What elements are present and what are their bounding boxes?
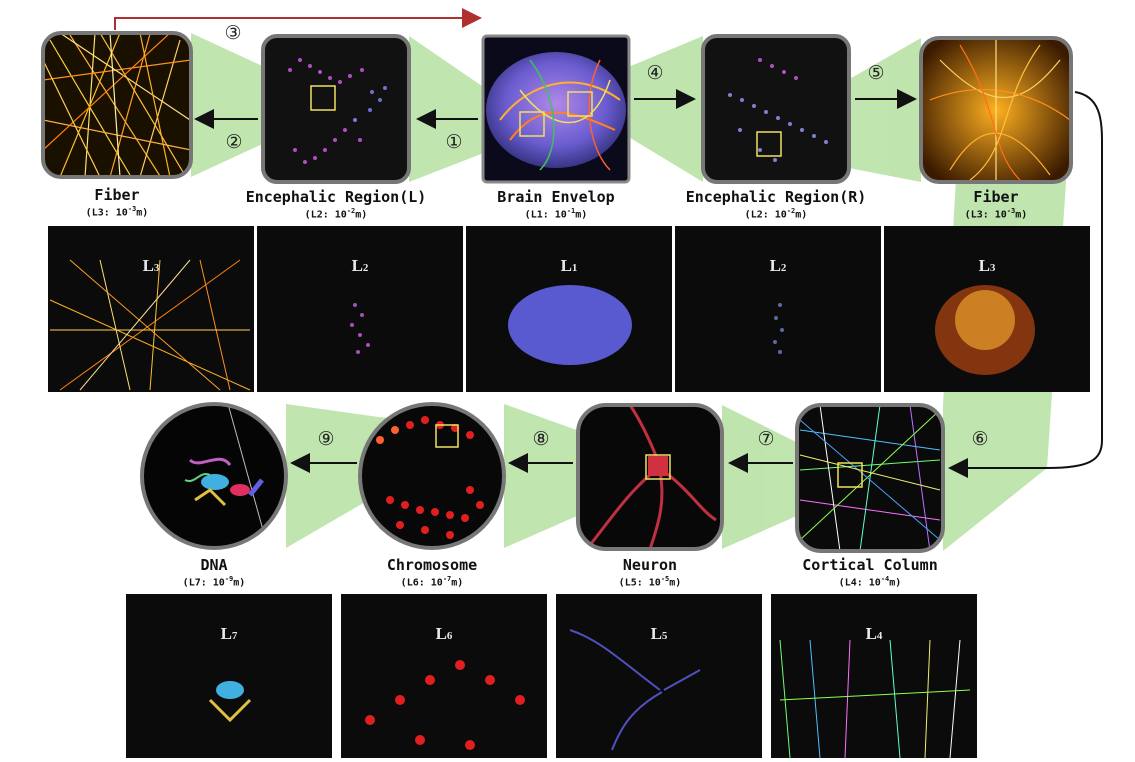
label-scale: (L6: 10-7m) [400,575,464,589]
fiber-right-thumbnail[interactable] [919,36,1073,184]
level-tag: L7 [220,624,238,643]
screenshot-panel-chromosome: L6 [341,594,547,758]
level-tag: L4 [865,624,883,643]
label-name: DNA [200,556,228,574]
screenshot-panel-dna: L7 [126,594,332,758]
label-name: Chromosome [386,556,478,574]
arrow-6-curve [948,91,1103,478]
wedge-cc-to-neuron [722,405,862,549]
label-scale: (L4: 10-4m) [838,575,902,589]
level-tag: L2 [351,256,369,275]
level-tag: L5 [650,624,668,643]
label-cortical-column: Cortical Column (L4: 10-4m) [780,556,960,588]
wedge-brain-to-right [568,36,703,182]
dna-thumbnail[interactable] [140,402,288,550]
step-7-label: ⑦ [757,428,775,450]
screenshot-panel-fiber-left: L3 [48,226,254,392]
label-neuron: Neuron (L5: 10-5m) [590,556,710,588]
label-scale: (L2: 10-2m) [744,207,808,221]
label-scale: (L5: 10-5m) [618,575,682,589]
level-tag: L6 [435,624,453,643]
screenshot-panel-brain: L1 [466,226,672,392]
label-name: Encephalic Region(L) [245,188,427,206]
chromosome-thumbnail[interactable] [358,402,506,550]
label-name: Neuron [622,556,678,574]
level-tag: L3 [978,256,996,275]
neuron-thumbnail[interactable] [576,403,724,551]
arrow-3-back [114,8,482,30]
label-name: Fiber [973,188,1019,206]
label-fiber-right: Fiber (L3: 10-3m) [936,188,1056,220]
label-encephalic-region-right: Encephalic Region(R) (L2: 10-2m) [656,188,896,220]
screenshot-panel-cortical-column: L4 [771,594,977,758]
step-1-label: ① [445,131,463,153]
step-4-label: ④ [646,62,664,84]
screenshot-panel-fiber-right: L3 [884,226,1090,392]
label-dna: DNA (L7: 10-9m) [154,556,274,588]
fiber-left-thumbnail[interactable] [41,31,193,179]
label-scale: (L1: 10-1m) [524,207,588,221]
screenshot-art [48,226,1090,759]
step-5-label: ⑤ [867,62,885,84]
brain-envelop-thumbnail[interactable] [481,34,631,184]
label-name: Cortical Column [802,556,938,574]
step-9-label: ⑨ [317,428,335,450]
level-tag: L1 [560,256,578,275]
label-name: Encephalic Region(R) [685,188,867,206]
encephalic-region-right-thumbnail[interactable] [701,34,851,184]
label-scale: (L2: 10-2m) [304,207,368,221]
label-name: Fiber [94,186,140,204]
label-chromosome: Chromosome (L6: 10-7m) [362,556,502,588]
label-brain-envelop: Brain Envelop (L1: 10-1m) [476,188,636,220]
encephalic-region-left-thumbnail[interactable] [261,34,411,184]
label-name: Brain Envelop [497,188,615,206]
cortical-column-thumbnail[interactable] [795,403,945,553]
step-8-label: ⑧ [532,428,550,450]
label-fiber-left: Fiber (L3: 10-3m) [57,186,177,218]
step-2-label: ② [225,131,243,153]
label-scale: (L3: 10-3m) [85,205,149,219]
level-tag: L3 [142,256,160,275]
label-encephalic-region-left: Encephalic Region(L) (L2: 10-2m) [216,188,456,220]
label-scale: (L3: 10-3m) [964,207,1028,221]
step-6-label: ⑥ [971,428,989,450]
screenshot-panel-encephalic-right: L2 [675,226,881,392]
screenshot-panel-encephalic-left: L2 [257,226,463,392]
step-3-label: ③ [224,22,242,44]
navigation-arrows [114,8,1103,478]
label-scale: (L7: 10-9m) [182,575,246,589]
screenshot-panel-neuron: L5 [556,594,762,758]
level-tag: L2 [769,256,787,275]
